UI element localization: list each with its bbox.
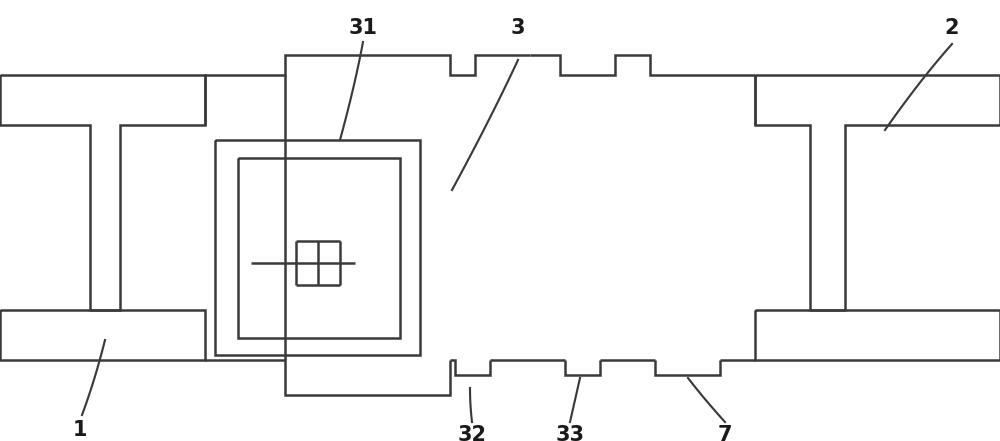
Text: 33: 33: [556, 425, 584, 441]
Text: 3: 3: [511, 18, 525, 38]
Text: 7: 7: [718, 425, 732, 441]
Text: 31: 31: [349, 18, 378, 38]
Text: 2: 2: [945, 18, 959, 38]
Text: 1: 1: [73, 420, 87, 440]
Text: 32: 32: [458, 425, 486, 441]
